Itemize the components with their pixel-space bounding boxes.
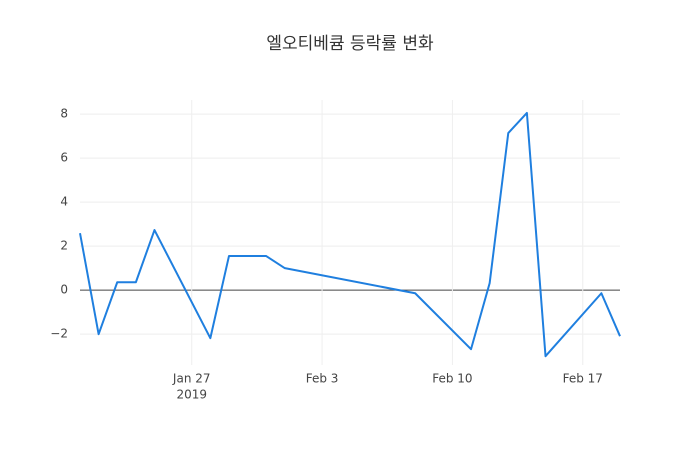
- x-year-label: 2019: [176, 388, 207, 402]
- x-tick-label: Feb 17: [563, 372, 603, 386]
- x-tick-label: Feb 3: [306, 372, 339, 386]
- y-tick-label: 4: [60, 195, 68, 209]
- y-tick-label: 0: [60, 283, 68, 297]
- data-line: [79, 111, 621, 358]
- y-tick-label: 6: [60, 151, 68, 165]
- y-tick-label: 8: [60, 107, 68, 121]
- y-tick-label: 2: [60, 239, 68, 253]
- chart-title: 엘오티베큠 등락률 변화: [266, 34, 434, 54]
- x-tick-label: Feb 10: [432, 372, 472, 386]
- y-tick-label: −2: [50, 327, 68, 341]
- x-tick-label: Jan 27: [172, 372, 211, 386]
